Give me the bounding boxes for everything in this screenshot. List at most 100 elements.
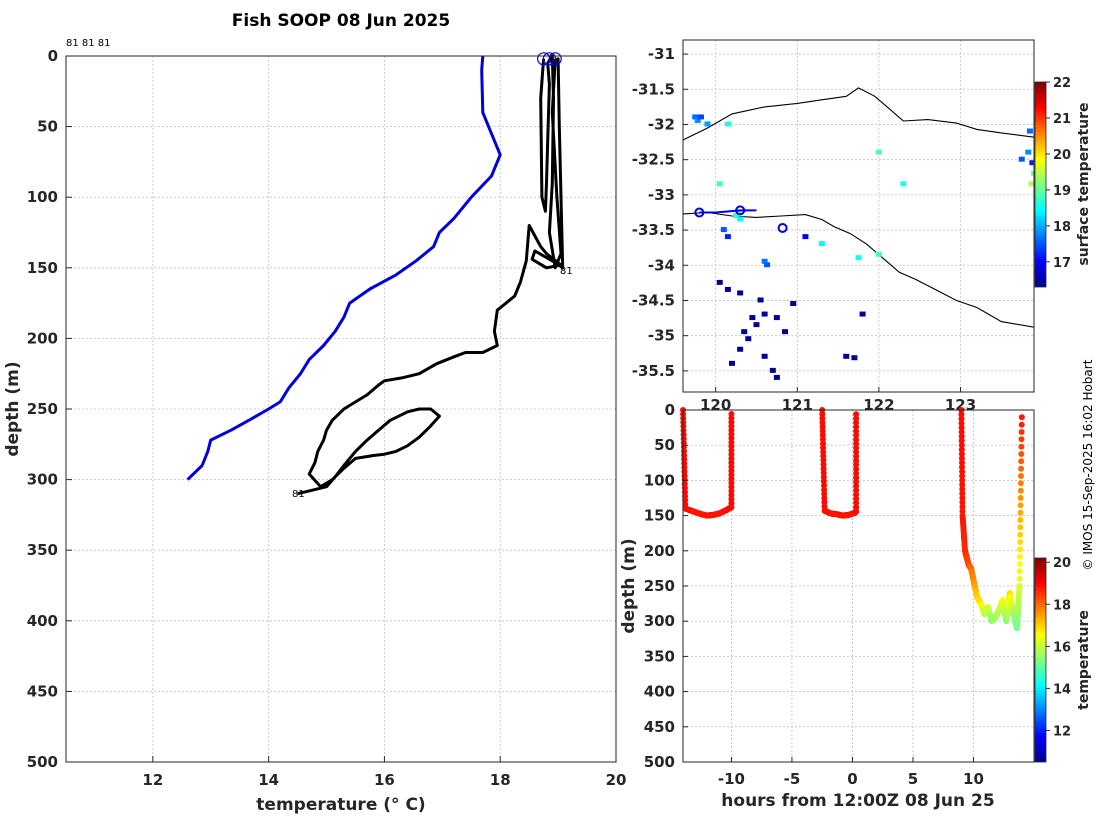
sst-point bbox=[737, 216, 744, 222]
temperature-sample-point bbox=[853, 411, 860, 418]
sst-point bbox=[694, 117, 701, 123]
temperature-sample-point bbox=[820, 448, 827, 455]
sst-point bbox=[692, 114, 699, 120]
sst-point bbox=[1018, 156, 1025, 162]
temperature-sample-point bbox=[820, 465, 827, 472]
map-colorbar-tick-label: 18 bbox=[1053, 220, 1071, 235]
profile-y-tick-label: 0 bbox=[48, 47, 58, 65]
temperature-sample-point bbox=[959, 486, 966, 493]
temperature-colorbar bbox=[1034, 557, 1047, 763]
map-y-tick-label: -32.5 bbox=[632, 151, 675, 169]
temperature-sample-point bbox=[853, 461, 860, 468]
temperature-sample-point bbox=[1017, 524, 1024, 531]
temperature-sample-point bbox=[728, 455, 735, 462]
profile-y-tick-label: 450 bbox=[27, 682, 58, 700]
sst-point bbox=[1031, 170, 1034, 176]
temperature-sample-point bbox=[1016, 568, 1023, 575]
temperature-sample-point bbox=[728, 471, 735, 478]
sst-point bbox=[724, 121, 731, 127]
time-depth-y-tick-label: 450 bbox=[644, 718, 675, 736]
sst-point bbox=[843, 353, 850, 359]
temperature-sample-point bbox=[853, 483, 860, 489]
temperature-sample-point bbox=[1016, 575, 1023, 582]
sst-point bbox=[782, 329, 789, 335]
temperature-sample-point bbox=[1018, 421, 1025, 428]
temperature-sample-point bbox=[728, 479, 735, 486]
map-colorbar-tick-label: 19 bbox=[1053, 184, 1071, 199]
track-marker bbox=[694, 207, 705, 218]
profile-x-tick-label: 20 bbox=[606, 771, 627, 789]
temperature-sample-point bbox=[853, 449, 860, 456]
temperature-sample-point bbox=[728, 463, 735, 470]
temperature-sample-point bbox=[853, 466, 860, 473]
time-depth-x-tick-label: -10 bbox=[718, 770, 745, 788]
time-depth-y-tick-label: 350 bbox=[644, 647, 675, 665]
time-depth-x-tick-label: 10 bbox=[963, 770, 984, 788]
temperature-sample-point bbox=[728, 504, 735, 511]
sst-point bbox=[875, 149, 882, 155]
temperature-sample-point bbox=[728, 431, 735, 438]
temperature-sample-point bbox=[853, 419, 860, 426]
temperature-sample-point bbox=[820, 478, 827, 485]
map-colorbar-tick-label: 22 bbox=[1053, 76, 1071, 91]
map-colorbar-ticks: 17 18 19 20 21 22 bbox=[1046, 76, 1071, 271]
temperature-sample-point bbox=[853, 453, 860, 460]
temperature-sample-point bbox=[1017, 539, 1024, 545]
temperature-sample-point bbox=[853, 457, 860, 464]
temperature-sample-point bbox=[1017, 495, 1024, 501]
temperature-sample-point bbox=[821, 490, 828, 497]
temperature-sample-point bbox=[821, 486, 828, 493]
temperature-sample-point bbox=[819, 415, 826, 422]
sst-point bbox=[802, 234, 809, 240]
temperature-sample-point bbox=[958, 415, 965, 422]
profile-id-label-mid: 81 bbox=[560, 266, 573, 277]
map-y-tick-label: -33 bbox=[648, 186, 675, 204]
map-colorbar bbox=[1034, 81, 1047, 288]
sst-point bbox=[716, 279, 723, 285]
temperature-sample-point bbox=[728, 488, 735, 494]
temperature-sample-point bbox=[820, 453, 827, 460]
temperature-sample-point bbox=[959, 495, 966, 501]
time-depth-y-tick-label: 200 bbox=[644, 542, 675, 560]
temperature-sample-point bbox=[853, 508, 860, 515]
time-depth-y-label: depth (m) bbox=[619, 538, 639, 633]
temperature-sample-point bbox=[820, 461, 827, 468]
temperature-sample-point bbox=[820, 469, 827, 476]
temperature-sample-point bbox=[958, 433, 965, 440]
temperature-colorbar-tick-label: 12 bbox=[1053, 724, 1071, 739]
time-depth-y-tick-label: 100 bbox=[644, 471, 675, 489]
temperature-sample-point bbox=[1018, 458, 1025, 465]
temperature-sample-point bbox=[853, 491, 860, 498]
ship-track-line bbox=[699, 209, 757, 214]
map-y-ticks: -35.5 -35 -34.5 -34 -33.5 -33 -32.5 -32 -31.5 -31 bbox=[632, 45, 688, 380]
temperature-colorbar-tick-label: 16 bbox=[1053, 640, 1071, 655]
profile-plot-area bbox=[66, 56, 616, 762]
temperature-sample-point bbox=[1017, 546, 1023, 553]
temperature-sample-point bbox=[1018, 443, 1025, 450]
temperature-sample-point bbox=[728, 496, 735, 503]
temperature-sample-point bbox=[853, 487, 860, 494]
temperature-sample-point bbox=[1017, 502, 1024, 509]
temperature-sample-point bbox=[958, 437, 965, 444]
temperature-sample-point bbox=[959, 490, 966, 497]
map-colorbar-tick-label: 17 bbox=[1053, 256, 1071, 271]
map-y-tick-label: -32 bbox=[648, 115, 675, 133]
sst-point bbox=[790, 301, 797, 306]
sst-point bbox=[818, 241, 825, 247]
profile-y-tick-label: 300 bbox=[27, 471, 58, 489]
temperature-colorbar-tick-label: 14 bbox=[1053, 682, 1071, 697]
track-marker bbox=[735, 205, 746, 216]
temperature-sample-point bbox=[820, 457, 827, 464]
time-depth-y-tick-label: 300 bbox=[644, 612, 675, 630]
temperature-sample-point bbox=[1016, 583, 1023, 589]
map-colorbar-label: surface temperature bbox=[1076, 102, 1092, 265]
temperature-sample-point bbox=[958, 411, 965, 418]
temperature-sample-point bbox=[819, 436, 826, 443]
sst-point bbox=[1026, 128, 1033, 134]
temperature-sample-point bbox=[853, 432, 860, 439]
temperature-sample-point bbox=[1018, 473, 1024, 479]
sst-point bbox=[859, 311, 866, 317]
map-y-tick-label: -35 bbox=[648, 327, 675, 345]
sst-point bbox=[851, 355, 858, 361]
time-depth-chart: -10 -5 0 5 10 0 50 100 150 200 250 300 350 400 450 500… bbox=[619, 401, 1092, 811]
